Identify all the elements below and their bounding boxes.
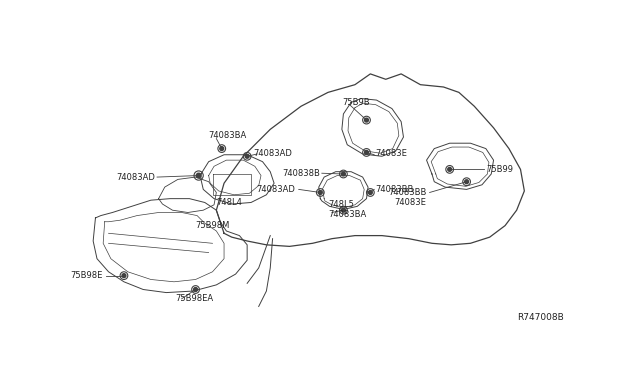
Circle shape — [196, 173, 201, 178]
Text: 75B98M: 75B98M — [196, 221, 230, 230]
Text: 74083AD: 74083AD — [257, 185, 296, 194]
Text: 75B9B: 75B9B — [342, 98, 369, 107]
Circle shape — [369, 190, 372, 195]
Text: 75B98E: 75B98E — [71, 271, 103, 280]
Text: 74083BA: 74083BA — [209, 131, 247, 140]
Circle shape — [122, 274, 126, 278]
Text: 740838B: 740838B — [282, 170, 320, 179]
Text: 75B99: 75B99 — [486, 165, 513, 174]
Circle shape — [365, 151, 369, 154]
Circle shape — [220, 147, 223, 151]
Text: R747008B: R747008B — [516, 314, 563, 323]
Text: 74083BA: 74083BA — [328, 209, 366, 218]
Text: 75B98EA: 75B98EA — [175, 294, 214, 303]
Text: 74083BB: 74083BB — [376, 185, 414, 194]
Circle shape — [342, 208, 346, 212]
Circle shape — [194, 288, 198, 291]
Circle shape — [318, 190, 322, 195]
Text: 74083E: 74083E — [395, 198, 427, 207]
Circle shape — [365, 118, 369, 122]
Circle shape — [448, 167, 452, 171]
Circle shape — [465, 180, 468, 184]
Text: 748L5: 748L5 — [328, 200, 354, 209]
Text: 74083AD: 74083AD — [116, 173, 155, 182]
Text: 748L4: 748L4 — [216, 198, 242, 207]
Text: 74083BB: 74083BB — [388, 188, 427, 197]
Text: 74083E: 74083E — [376, 150, 408, 158]
Circle shape — [342, 172, 346, 176]
Circle shape — [245, 154, 249, 158]
Text: 74083AD: 74083AD — [253, 150, 292, 158]
